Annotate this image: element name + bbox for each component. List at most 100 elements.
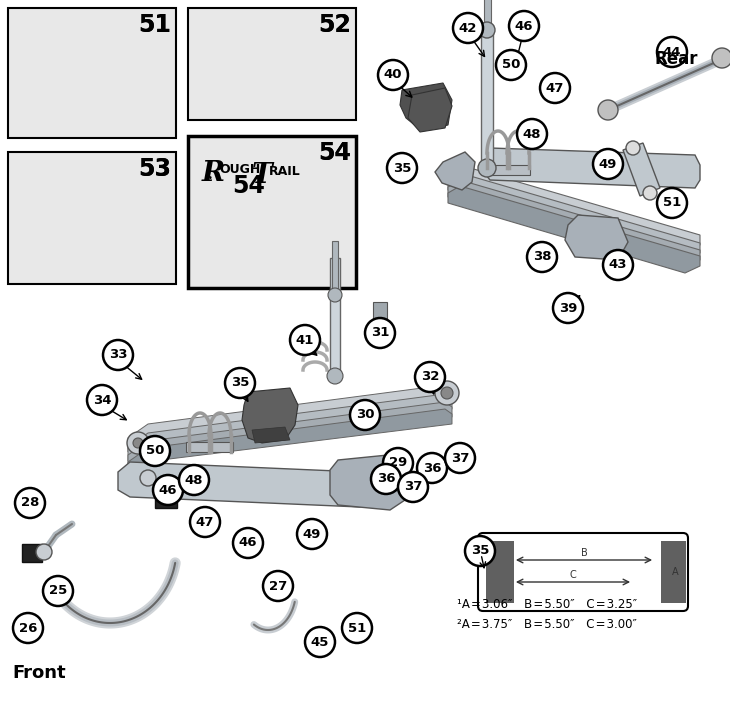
Polygon shape — [448, 173, 700, 260]
Circle shape — [179, 465, 209, 495]
Polygon shape — [623, 143, 660, 196]
Polygon shape — [482, 148, 700, 188]
Text: B: B — [580, 548, 588, 558]
Circle shape — [417, 453, 447, 483]
Text: 35: 35 — [231, 376, 249, 390]
Circle shape — [496, 50, 526, 80]
Text: 37: 37 — [404, 480, 422, 494]
Text: 43: 43 — [609, 259, 627, 271]
Bar — [484, 0, 491, 32]
Circle shape — [398, 472, 428, 502]
Bar — [332, 241, 338, 296]
Circle shape — [309, 629, 327, 647]
Circle shape — [378, 60, 408, 90]
Polygon shape — [128, 409, 452, 476]
Polygon shape — [448, 186, 700, 273]
FancyBboxPatch shape — [478, 533, 688, 611]
Circle shape — [225, 368, 255, 398]
Circle shape — [342, 613, 372, 643]
Circle shape — [36, 544, 52, 560]
Bar — [155, 490, 177, 508]
Text: 45: 45 — [311, 636, 329, 648]
Circle shape — [140, 470, 156, 486]
Circle shape — [626, 141, 640, 155]
Circle shape — [435, 381, 459, 405]
Text: 49: 49 — [303, 527, 321, 540]
Polygon shape — [435, 152, 475, 190]
Circle shape — [643, 186, 657, 200]
Text: T: T — [252, 162, 272, 189]
Polygon shape — [408, 88, 452, 132]
Text: 53: 53 — [138, 157, 171, 181]
Text: 50: 50 — [146, 444, 164, 458]
Text: 37: 37 — [451, 451, 469, 465]
Text: 27: 27 — [269, 580, 287, 592]
Bar — [330, 258, 340, 378]
Bar — [186, 442, 233, 452]
Circle shape — [478, 159, 496, 177]
Circle shape — [13, 613, 43, 643]
Circle shape — [712, 48, 730, 68]
Text: A: A — [672, 567, 678, 577]
Text: 54: 54 — [232, 174, 265, 198]
Text: 28: 28 — [21, 496, 39, 510]
Text: 52: 52 — [318, 13, 351, 37]
Text: 51: 51 — [138, 13, 171, 37]
Ellipse shape — [373, 326, 387, 334]
Text: 53: 53 — [138, 157, 171, 181]
Polygon shape — [400, 83, 452, 131]
Text: 48: 48 — [523, 128, 541, 140]
Bar — [486, 541, 514, 603]
Text: 39: 39 — [558, 301, 577, 315]
Circle shape — [328, 288, 342, 302]
Text: 47: 47 — [196, 515, 214, 529]
Text: 29: 29 — [389, 456, 407, 470]
Circle shape — [127, 432, 149, 454]
Polygon shape — [330, 454, 408, 510]
Circle shape — [140, 436, 170, 466]
Circle shape — [365, 318, 395, 348]
Text: 41: 41 — [296, 334, 314, 346]
Polygon shape — [128, 402, 452, 469]
Text: ²A = 3.75″  B = 5.50″  C = 3.00″: ²A = 3.75″ B = 5.50″ C = 3.00″ — [457, 618, 637, 631]
Circle shape — [87, 385, 117, 415]
Circle shape — [445, 443, 475, 473]
Circle shape — [43, 576, 73, 606]
Text: 34: 34 — [93, 393, 111, 407]
Circle shape — [598, 100, 618, 120]
Circle shape — [297, 519, 327, 549]
Circle shape — [290, 325, 320, 355]
Circle shape — [517, 119, 547, 149]
Text: 51: 51 — [348, 622, 366, 634]
Text: 25: 25 — [49, 585, 67, 597]
Text: RAIL: RAIL — [269, 165, 301, 178]
Text: 42: 42 — [459, 22, 477, 34]
Circle shape — [540, 73, 570, 103]
Circle shape — [453, 13, 483, 43]
Text: R: R — [202, 160, 225, 187]
Circle shape — [190, 507, 220, 537]
Text: 32: 32 — [420, 371, 439, 383]
Text: 54: 54 — [318, 141, 351, 165]
Circle shape — [383, 448, 413, 478]
Circle shape — [387, 153, 417, 183]
Circle shape — [415, 362, 445, 392]
Text: 54: 54 — [318, 141, 351, 165]
Bar — [8, 152, 176, 284]
Circle shape — [479, 22, 495, 38]
Polygon shape — [128, 385, 452, 452]
Text: 49: 49 — [599, 158, 617, 170]
Text: 51: 51 — [663, 196, 681, 210]
Polygon shape — [448, 165, 700, 252]
Bar — [487, 165, 530, 175]
Text: 46: 46 — [515, 20, 533, 32]
Circle shape — [371, 464, 401, 494]
Text: 46: 46 — [239, 536, 257, 550]
Text: 33: 33 — [109, 348, 127, 362]
Circle shape — [527, 242, 557, 272]
Text: 46: 46 — [158, 484, 177, 496]
Text: OUGH: OUGH — [219, 163, 261, 176]
Bar — [188, 8, 356, 120]
Circle shape — [350, 400, 380, 430]
Circle shape — [305, 627, 335, 657]
